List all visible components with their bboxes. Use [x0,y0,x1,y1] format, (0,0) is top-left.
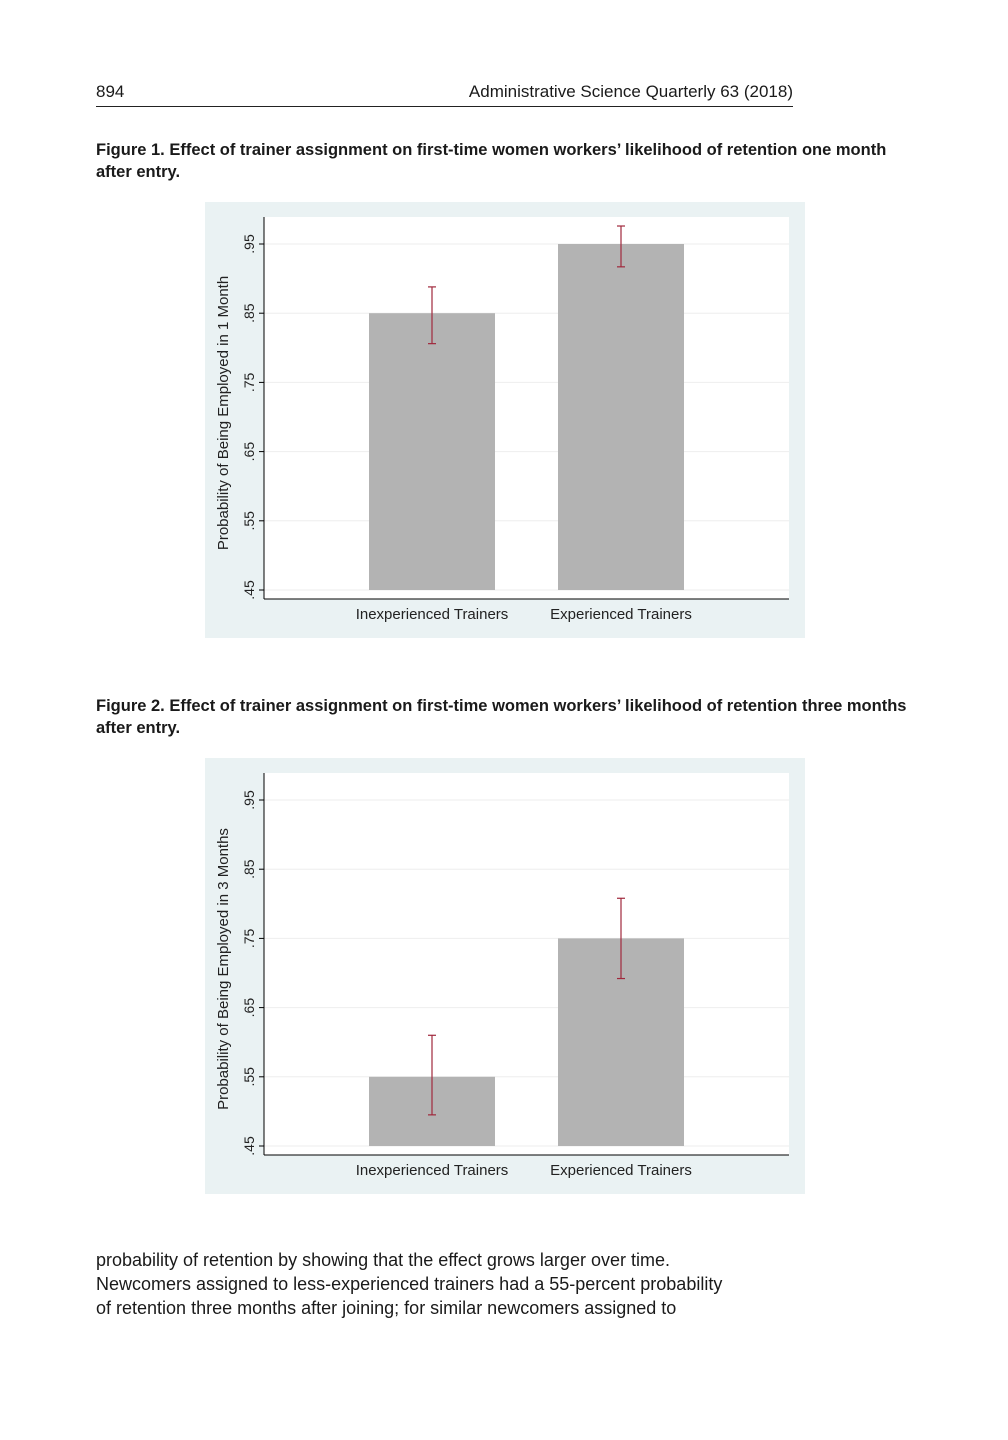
y-axis-label: Probability of Being Employed in 1 Month [215,276,232,550]
y-tick-label: .95 [241,790,257,810]
y-tick-label: .85 [241,303,257,323]
y-tick-label: .45 [241,1136,257,1156]
y-tick-label: .85 [241,859,257,879]
plot-area [264,773,789,1155]
y-tick-label: .45 [241,580,257,600]
bar [558,244,684,590]
y-tick-label: .65 [241,998,257,1018]
figure-1-svg: .45 .55 .65 .75 .85 .95 Inexperienced Trainers… [205,202,805,638]
x-tick-label: Inexperienced Trainers [356,1162,509,1179]
figure-1-chart: .45 .55 .65 .75 .85 .95 Inexperienced Trainers… [205,202,805,638]
bar [369,313,495,590]
body-line: Newcomers assigned to less-experienced t… [96,1274,723,1294]
y-tick-label: .55 [241,1067,257,1087]
x-tick-label: Inexperienced Trainers [356,606,509,623]
y-tick-label: .75 [241,372,257,392]
x-tick-label: Experienced Trainers [550,606,692,623]
body-line: probability of retention by showing that… [96,1250,670,1270]
y-tick-label: .75 [241,928,257,948]
y-axis-label: Probability of Being Employed in 3 Month… [215,828,232,1110]
body-line: of retention three months after joining;… [96,1298,677,1318]
figure-2-svg: .45 .55 .65 .75 .85 .95 Inexperienced Trainers… [205,758,805,1194]
figure-2-caption: Figure 2. Effect of trainer assignment o… [96,697,907,737]
journal-title: Administrative Science Quarterly 63 (201… [468,82,793,101]
running-header: 894 Administrative Science Quarterly 63 … [96,82,793,107]
figure-2-chart: .45 .55 .65 .75 .85 .95 Inexperienced Trainers… [205,758,805,1194]
plot-area [264,217,789,599]
figure-1-caption: Figure 1. Effect of trainer assignment o… [96,141,887,181]
y-tick-label: .65 [241,442,257,462]
page-number: 894 [96,82,125,101]
body-paragraph: probability of retention by showing that… [96,1248,816,1320]
y-tick-label: .95 [241,234,257,254]
y-tick-label: .55 [241,511,257,531]
x-tick-label: Experienced Trainers [550,1162,692,1179]
